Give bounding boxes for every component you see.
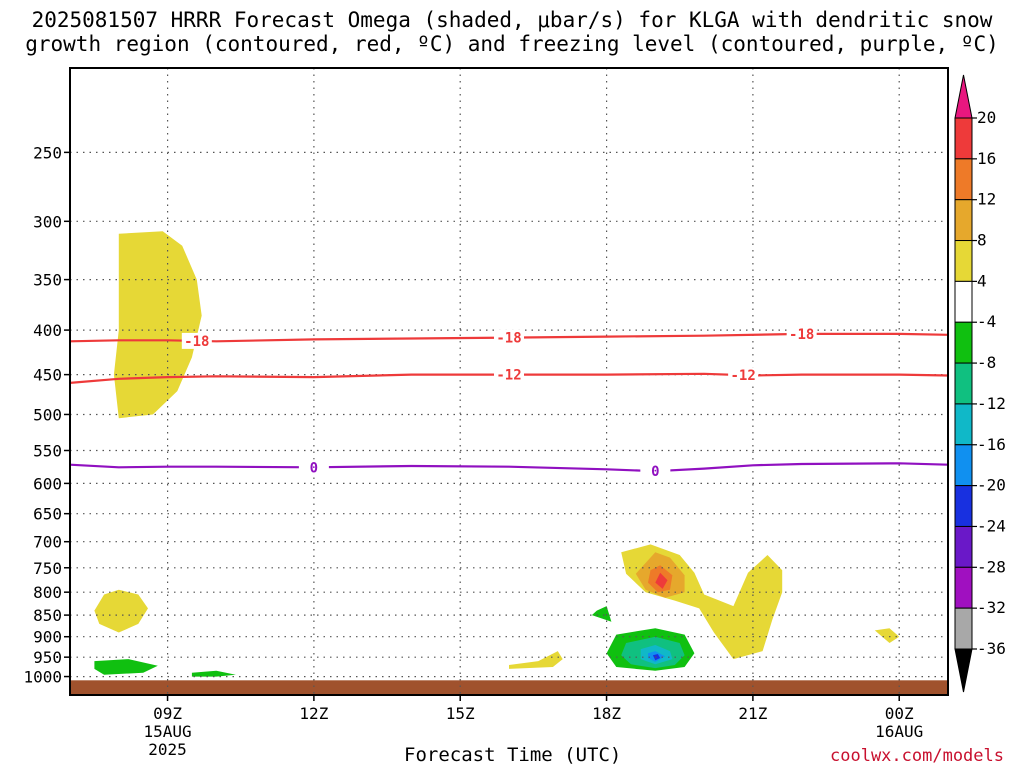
contour-label-bg	[181, 332, 212, 349]
contour-label-0-1: 0	[651, 464, 659, 480]
contour-label-neg12-1: -12	[730, 368, 755, 384]
x-tick-label-09Z: 09Z	[153, 704, 182, 723]
y-tick-label-250: 250	[33, 143, 62, 162]
terrain-band	[70, 680, 948, 695]
contour-line-0	[69, 462, 949, 473]
y-tick-label-450: 450	[33, 366, 62, 385]
colorbar-top-arrow	[954, 74, 973, 119]
omega-region-16-7	[655, 572, 668, 589]
y-axis-ticks: 250 300 350 400 450 500 550 600 650 700 750 800 850 9…	[23, 143, 70, 687]
chart-title-line2: growth region (contoured, red, ºC) and f…	[25, 32, 999, 56]
y-tick-label-900: 900	[33, 628, 62, 647]
omega-region-4-4	[874, 628, 900, 643]
credit-link[interactable]: coolwx.com/models	[830, 746, 1004, 766]
y-tick-label-1000: 1000	[23, 668, 62, 687]
contour-label-neg18-1: -18	[496, 331, 521, 347]
contour-label-bg	[728, 367, 759, 384]
colorbar-segment-2	[954, 199, 973, 242]
x-tick-sublabel-16AUG: 16AUG	[875, 722, 923, 741]
colorbar-label-neg12: -12	[977, 394, 1006, 413]
terrain	[70, 680, 948, 695]
contour-label-bg	[494, 329, 524, 346]
colorbar-segment-4	[954, 280, 973, 323]
y-tick-label-850: 850	[33, 606, 62, 625]
x-tick-label-18Z: 18Z	[592, 704, 621, 723]
colorbar: 20 16 12 8 4 -4 -8 -12 -16 -20 -24 -28 -32 -36	[954, 74, 1006, 693]
omega-shading	[94, 231, 900, 677]
colorbar-label-neg36: -36	[977, 639, 1006, 658]
y-tick-label-800: 800	[33, 583, 62, 602]
x-tick-label-12Z: 12Z	[299, 704, 328, 723]
x-tick-label-15Z: 15Z	[446, 704, 475, 723]
omega-region-neg4-10	[591, 606, 612, 622]
colorbar-label-neg20: -20	[977, 476, 1006, 495]
contour-label-bg	[786, 325, 817, 342]
colorbar-segment-1	[954, 158, 973, 201]
y-tick-label-300: 300	[33, 212, 62, 231]
plot-frame	[69, 67, 949, 696]
colorbar-label-4: 4	[977, 271, 987, 290]
colorbar-segment-10	[954, 525, 973, 568]
colorbar-label-20: 20	[977, 108, 996, 127]
omega-region-neg4-9	[191, 670, 236, 677]
x-tick-label-00Z: 00Z	[885, 704, 914, 723]
contour-label-neg18-0: -18	[184, 334, 209, 350]
colorbar-label-8: 8	[977, 231, 987, 250]
colorbar-segment-7	[954, 403, 973, 446]
colorbar-segment-12	[954, 607, 973, 650]
colorbar-label-neg16: -16	[977, 435, 1006, 454]
colorbar-segment-3	[954, 240, 973, 282]
colorbar-segment-9	[954, 485, 973, 527]
omega-region-4-1	[94, 589, 148, 633]
omega-region-4-0	[113, 231, 202, 419]
colorbar-label-neg24: -24	[977, 516, 1006, 535]
colorbar-segment-6	[954, 362, 973, 405]
contour-label-bg	[640, 463, 671, 480]
omega-region-neg4-8	[94, 659, 158, 675]
contour-line-neg18	[69, 332, 949, 343]
contour-lines: -18 -18 -18 -12 -12 0 0	[69, 325, 949, 480]
x-axis-title: Forecast Time (UTC)	[404, 744, 622, 766]
contour-label-0-0: 0	[310, 460, 318, 476]
colorbar-label-12: 12	[977, 190, 996, 209]
colorbar-segment-8	[954, 444, 973, 487]
grid	[70, 68, 948, 695]
colorbar-segment-0	[954, 117, 973, 160]
x-tick-sublabel-2025: 2025	[148, 740, 187, 759]
y-tick-label-500: 500	[33, 405, 62, 424]
colorbar-bottom-arrow	[954, 648, 973, 693]
y-tick-label-550: 550	[33, 442, 62, 461]
x-tick-label-21Z: 21Z	[738, 704, 767, 723]
y-tick-label-650: 650	[33, 505, 62, 524]
colorbar-label-16: 16	[977, 149, 996, 168]
y-tick-label-400: 400	[33, 321, 62, 340]
colorbar-segment-5	[954, 321, 973, 364]
y-tick-label-750: 750	[33, 559, 62, 578]
y-tick-label-700: 700	[33, 533, 62, 552]
y-tick-label-600: 600	[33, 474, 62, 493]
y-tick-label-950: 950	[33, 648, 62, 667]
colorbar-label-neg8: -8	[977, 353, 996, 372]
chart-title-line1: 2025081507 HRRR Forecast Omega (shaded, …	[31, 8, 993, 32]
plot-border	[69, 67, 949, 696]
contour-label-bg	[298, 459, 329, 476]
colorbar-label-neg32: -32	[977, 598, 1006, 617]
contour-label-bg	[494, 366, 524, 383]
y-tick-label-350: 350	[33, 271, 62, 290]
omega-region-4-3	[509, 651, 563, 669]
colorbar-label-neg4: -4	[977, 312, 996, 331]
contour-label-neg12-0: -12	[496, 368, 521, 384]
contour-label-neg18-2: -18	[789, 327, 814, 343]
colorbar-segment-11	[954, 566, 973, 609]
x-tick-sublabel-15AUG: 15AUG	[143, 722, 191, 741]
omega-region-neg20-15	[652, 654, 661, 661]
colorbar-label-neg28: -28	[977, 557, 1006, 576]
